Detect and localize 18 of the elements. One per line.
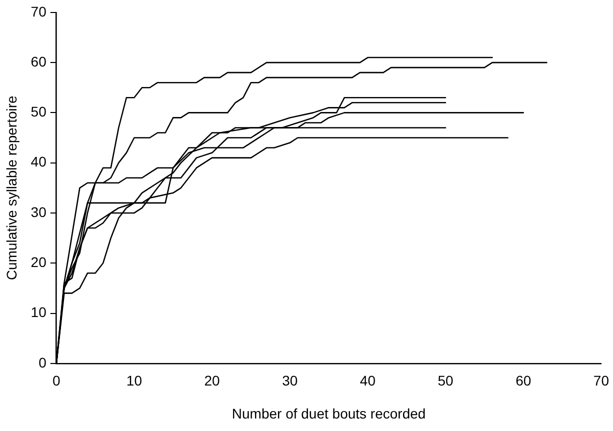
y-tick-label: 70 xyxy=(30,3,47,20)
x-tick-label: 0 xyxy=(52,372,60,389)
y-tick-label: 60 xyxy=(30,53,47,70)
x-tick-label: 60 xyxy=(516,372,532,389)
y-tick-label: 0 xyxy=(38,354,47,370)
y-tick-label: 20 xyxy=(30,254,47,270)
y-tick-label: 50 xyxy=(30,104,47,120)
x-tick-label: 20 xyxy=(204,372,220,389)
x-tick-label: 50 xyxy=(438,372,454,389)
x-tick-label: 10 xyxy=(126,372,142,389)
x-tick-label: 70 xyxy=(593,372,610,389)
y-tick-label: 10 xyxy=(30,304,47,320)
y-tick-label: 30 xyxy=(30,204,47,220)
x-axis-title: Number of duet bouts recorded xyxy=(232,405,426,422)
y-tick-label: 40 xyxy=(30,154,47,170)
x-tick-label: 40 xyxy=(360,372,376,389)
y-axis-title: Cumulative syllable repertoire xyxy=(3,95,20,280)
x-tick-label: 30 xyxy=(282,372,298,389)
